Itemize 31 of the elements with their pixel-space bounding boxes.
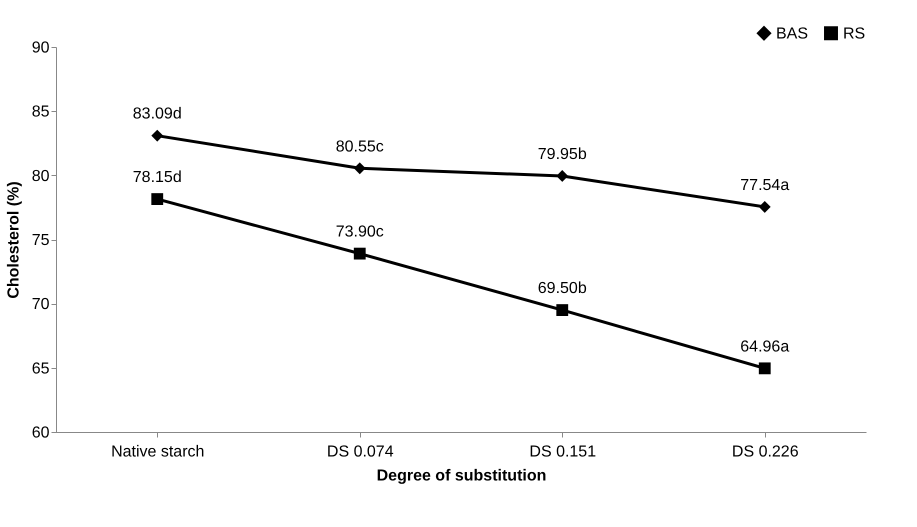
y-axis-title: Cholesterol (%): [6, 181, 23, 299]
y-tick-label: 65: [32, 360, 50, 378]
data-label: 73.90c: [336, 224, 384, 241]
data-label: 79.95b: [538, 146, 587, 163]
x-tick-label: Native starch: [111, 444, 204, 460]
data-label: 83.09d: [132, 106, 182, 123]
y-tick-label: 90: [32, 40, 50, 56]
point: [556, 170, 568, 182]
data-label: 78.15d: [132, 169, 182, 186]
x-tick-label: DS 0.226: [732, 444, 799, 460]
x-tick-label: DS 0.074: [326, 444, 394, 460]
point: [758, 200, 771, 213]
x-tick-label: DS 0.151: [529, 444, 596, 460]
y-tick-label: 75: [32, 232, 50, 249]
x-axis-title: Degree of substitution: [376, 468, 546, 484]
data-label: 80.55c: [336, 138, 384, 156]
y-tick-label: 70: [32, 296, 50, 314]
data-label: 69.50b: [538, 280, 587, 298]
point: [354, 248, 366, 260]
point: [758, 362, 771, 374]
y-tick-label: 85: [32, 104, 50, 121]
point: [151, 130, 164, 142]
legend-label: RS: [843, 25, 866, 42]
legend-label: BAS: [776, 25, 808, 42]
y-tick-label: 80: [32, 168, 50, 185]
y-tick-label: 60: [32, 424, 50, 442]
data-label: 64.96a: [740, 338, 790, 356]
point: [354, 162, 366, 174]
point: [556, 304, 568, 316]
point: [151, 193, 164, 205]
data-label: 77.54a: [740, 176, 790, 194]
